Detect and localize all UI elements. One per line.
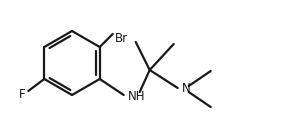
Text: F: F	[19, 88, 25, 102]
Text: NH: NH	[128, 89, 145, 102]
Text: Br: Br	[115, 32, 128, 45]
Text: N: N	[182, 83, 190, 96]
